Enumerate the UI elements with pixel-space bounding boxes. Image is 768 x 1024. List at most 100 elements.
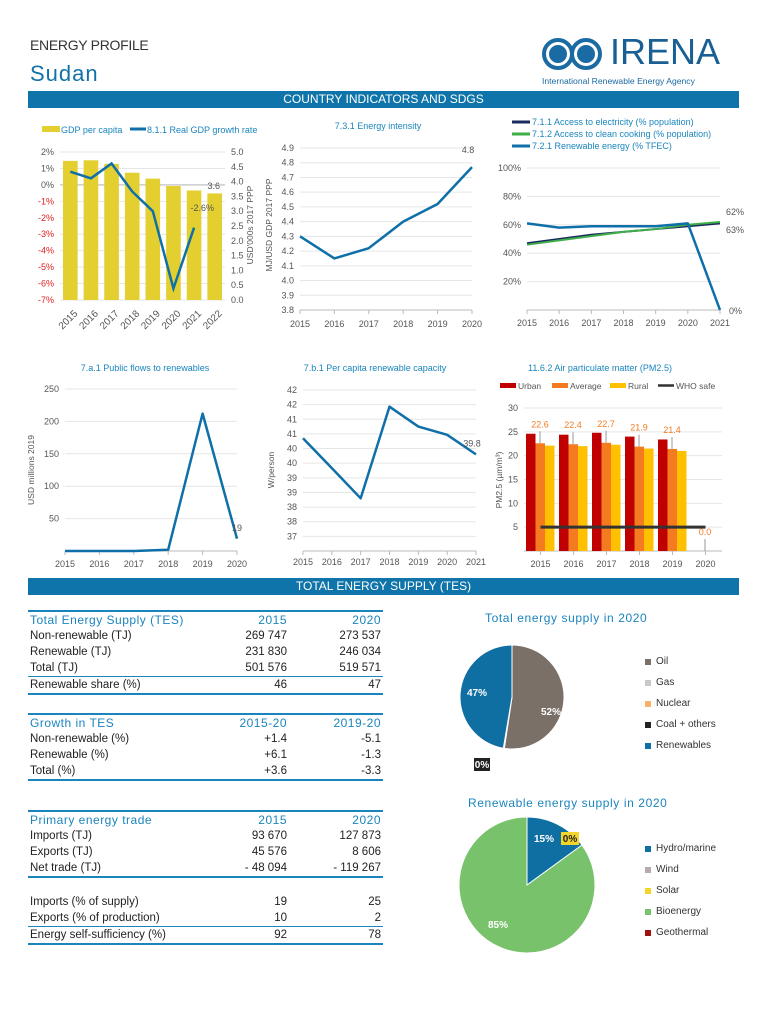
bar-urban [625,436,635,551]
legend-item-renewables: Renewables [645,735,716,756]
y-right-tick-label: 2.0 [231,236,244,246]
y-tick-label: 5 [513,522,518,532]
legend-item-nuclear: Nuclear [645,693,716,714]
header-period: 2015-20 [195,713,289,731]
cell: 273 537 [339,630,381,642]
legend-label: GDP per capita [61,125,122,135]
legend-swatch [645,742,651,749]
y-tick-label: 80% [503,191,521,201]
legend-swatch [645,658,651,665]
header-year: 2020 [289,810,383,828]
cell: 25 [368,896,381,908]
y-tick-label: -2% [38,213,54,223]
growth-table: Growth in TES 2015-20 2019-20 Non-renewabl… [28,713,383,781]
x-tick-label: 2016 [563,559,583,569]
legend-swatch [610,383,626,388]
x-tick-label: 2017 [351,557,371,567]
legend-label: Gas [656,677,675,688]
res-pie-title: Renewable energy supply in 2020 [468,796,668,810]
x-tick-label: 2017 [98,308,122,332]
document-eyebrow: ENERGY PROFILE [30,37,149,53]
bar-rural [578,446,588,551]
cell: 519 571 [339,662,381,674]
x-tick-label: 2020 [678,318,698,328]
legend-swatch [645,887,651,894]
x-tick-label: 2015 [55,559,75,569]
row-label: Net trade (TJ) [28,860,195,878]
cell: 92 [195,926,289,945]
x-tick-label: 2021 [181,308,205,332]
y-tick-label: 4.8 [281,158,294,168]
legend-label: Average [570,381,602,391]
data-label: 21.9 [630,423,648,433]
y-tick-label: -6% [38,279,54,289]
bar-rural [644,448,654,551]
y-tick-label: 10 [508,498,518,508]
table-row: Non-renewable (TJ) 269 747 273 537 [28,628,383,644]
row-label: Non-renewable (%) [30,733,130,745]
x-tick-label: 2016 [89,559,109,569]
x-tick-label: 2019 [646,318,666,328]
cell: - 48 094 [195,860,289,878]
x-tick-label: 2015 [530,559,550,569]
y-tick-label: 38 [287,502,297,512]
row-label: Imports (% of supply) [30,896,139,908]
y-tick-label: 4.6 [281,187,294,197]
y-tick-label: 100% [498,163,521,173]
table-row: Net trade (TJ) - 48 094- 119 267 [28,860,383,878]
line-renewable-share [526,222,722,311]
tes-table: Total Energy Supply (TES) 2015 2020 Non-re… [28,610,383,695]
y-tick-label: 30 [508,403,518,413]
y-axis-title: USD millions 2019 [26,435,36,505]
y-tick-label: 4.4 [281,217,294,227]
y-right-tick-label: 4.5 [231,162,244,172]
y-tick-label: 250 [44,384,59,394]
legend-label: Bioenergy [656,906,702,917]
table-header: Primary energy trade 2015 2020 [28,810,383,828]
x-tick-label: 2020 [462,319,482,329]
bar-average [667,448,677,551]
legend-swatch [552,383,568,388]
data-label: 0% [729,306,742,316]
x-tick-label: 2015 [293,557,313,567]
line-renewable-capacity [302,405,477,500]
x-tick-label: 2018 [629,559,649,569]
x-tick-label: 2020 [695,559,715,569]
y-tick-label: -3% [38,229,54,239]
legend-label: Oil [656,656,669,667]
chart-title: 7.a.1 Public flows to renewables [81,363,210,373]
legend-item-geothermal: Geothermal [645,922,716,943]
x-tick-label: 2017 [596,559,616,569]
section-band-indicators: COUNTRY INDICATORS AND SDGS [28,91,739,108]
data-label: 63% [726,225,744,235]
x-tick-label: 2015 [517,318,537,328]
y-tick-label: 40 [287,444,297,454]
air-particulate-chart: 11.6.2 Air particulate matter (PM2.5) Urb… [494,363,722,569]
chart-title: 7.b.1 Per capita renewable capacity [304,363,447,373]
table-row: Total (%) +3.6 -3.3 [28,763,383,781]
cell: 231 830 [245,646,287,658]
row-label: Exports (% of production) [30,912,160,924]
tes-pie-chart: 52% 47% 0% [459,644,565,771]
bar-average [601,442,611,551]
legend-label: Urban [518,381,541,391]
data-label: 21.4 [663,425,681,435]
y-right-tick-label: 4.0 [231,177,244,187]
legend-label: 7.2.1 Renewable energy (% TFEC) [532,141,672,151]
table-row: Imports (TJ) 93 670 127 873 [28,828,383,844]
header-year: 2020 [289,610,383,628]
cell: 93 670 [251,830,287,842]
country-title: Sudan [30,61,99,86]
pie-slice-renewables [459,644,513,749]
header-label: Growth in TES [28,713,195,731]
bar-urban [526,433,536,551]
legend-label: Hydro/marine [656,843,717,854]
header-year: 2015 [195,610,289,628]
row-label: Non-renewable (TJ) [30,630,132,642]
cell: 127 873 [339,830,381,842]
y-tick-label: -4% [38,246,54,256]
legend-label: 7.1.2 Access to clean cooking (% populat… [532,129,711,139]
globe-logo-icon [542,38,602,70]
y-right-tick-label: 0.0 [231,295,244,305]
x-tick-label: 2020 [160,308,184,332]
